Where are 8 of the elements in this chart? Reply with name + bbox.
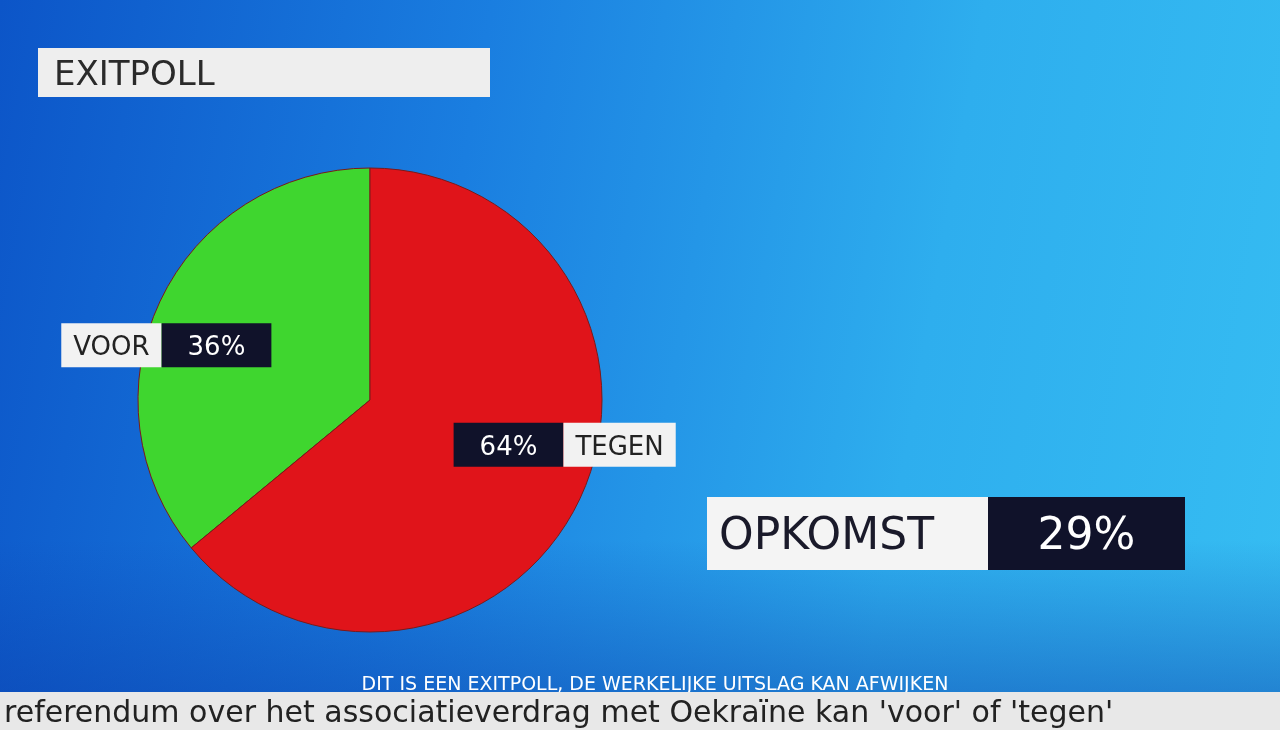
text: referendum over het associatieverdrag met Oekraïne kan 'voor' of 'tegen' xyxy=(0,692,1280,730)
slice-label: TEGEN xyxy=(574,430,664,461)
text: OPKOMST xyxy=(707,497,988,570)
data-label: 64% xyxy=(479,430,538,461)
slice-label: VOOR xyxy=(73,331,150,362)
text: 29% xyxy=(988,497,1185,570)
data-label: 36% xyxy=(187,331,246,362)
chart-title: EXITPOLL xyxy=(38,48,490,97)
